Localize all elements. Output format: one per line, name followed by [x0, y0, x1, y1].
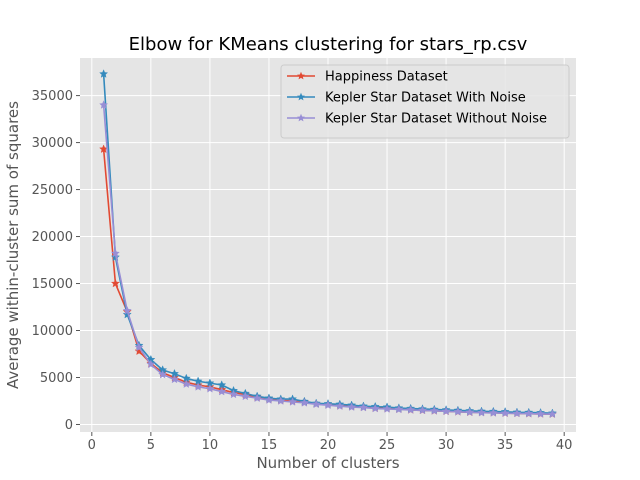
legend-marker	[297, 113, 305, 122]
data-point	[382, 404, 392, 413]
data-point	[429, 406, 439, 415]
data-point	[229, 389, 239, 399]
x-tick-label: 5	[147, 438, 155, 453]
data-point	[158, 369, 168, 379]
data-point	[217, 386, 227, 396]
legend-label: Kepler Star Dataset Without Noise	[325, 112, 547, 127]
legend-entry: Kepler Star Dataset Without Noise	[287, 112, 547, 127]
y-tick-label: 25000	[32, 183, 73, 198]
data-point	[347, 402, 357, 411]
legend-marker	[297, 92, 305, 101]
legend-frame	[280, 64, 570, 139]
x-tick-label: 10	[202, 438, 219, 453]
x-tick-label: 35	[497, 438, 514, 453]
data-point	[477, 408, 487, 417]
data-point	[394, 404, 404, 414]
data-point	[335, 401, 345, 410]
series-3	[99, 100, 557, 418]
x-axis-label: Number of clusters	[256, 454, 399, 472]
data-point	[417, 405, 427, 415]
x-tick-label: 40	[556, 438, 573, 453]
data-point	[193, 382, 203, 391]
y-tick-label: 0	[65, 418, 73, 433]
y-tick-label: 5000	[40, 371, 73, 386]
data-point	[99, 69, 109, 78]
series-layer	[99, 69, 557, 418]
data-point	[146, 359, 156, 369]
axis-ticks: 0 5 10 15 20 25 30 35 40 0 5000 10000 15000 20000 2500…	[32, 89, 573, 453]
data-point	[240, 391, 250, 401]
data-point	[311, 399, 321, 409]
data-point	[441, 406, 451, 416]
data-point	[169, 374, 179, 384]
chart-title: Elbow for KMeans clustering for stars_rp…	[129, 34, 528, 55]
y-tick-label: 10000	[32, 324, 73, 339]
y-tick-label: 15000	[32, 277, 73, 292]
data-point	[323, 400, 333, 410]
legend-entry: Kepler Star Dataset With Noise	[287, 91, 526, 106]
data-point	[512, 408, 522, 418]
data-point	[465, 407, 475, 417]
x-tick-label: 15	[261, 438, 278, 453]
data-point	[524, 408, 534, 418]
data-point	[288, 397, 298, 406]
legend-label: Kepler Star Dataset With Noise	[325, 91, 526, 106]
data-point	[370, 403, 380, 413]
x-tick-label: 20	[320, 438, 337, 453]
x-tick-label: 30	[438, 438, 455, 453]
legend-entry: Happiness Dataset	[287, 70, 448, 85]
y-tick-label: 30000	[32, 136, 73, 151]
data-point	[110, 278, 120, 288]
data-point	[122, 306, 132, 315]
data-point	[205, 384, 215, 393]
data-point	[488, 408, 498, 417]
x-tick-label: 25	[379, 438, 396, 453]
data-point	[252, 393, 262, 402]
data-point	[547, 409, 557, 418]
legend: Happiness Dataset Kepler Star Dataset Wit…	[280, 64, 570, 139]
data-point	[358, 402, 368, 412]
legend-label: Happiness Dataset	[325, 70, 448, 85]
data-point	[264, 395, 274, 404]
data-point	[181, 379, 191, 388]
y-axis-label: Average within-cluster sum of squares	[4, 101, 22, 389]
y-tick-label: 20000	[32, 230, 73, 245]
data-point	[299, 398, 309, 407]
data-point	[500, 408, 510, 418]
legend-marker	[297, 71, 305, 80]
y-tick-label: 35000	[32, 89, 73, 104]
data-point	[99, 100, 109, 109]
data-point	[110, 248, 120, 258]
data-point	[406, 405, 416, 414]
x-tick-label: 0	[88, 438, 96, 453]
data-point	[276, 396, 286, 405]
data-point	[453, 407, 463, 416]
data-point	[536, 409, 546, 418]
data-point	[134, 342, 144, 352]
